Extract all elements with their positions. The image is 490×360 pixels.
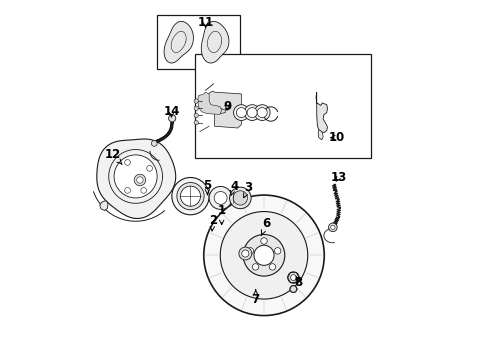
- Circle shape: [274, 248, 281, 254]
- Polygon shape: [97, 139, 176, 219]
- Circle shape: [257, 108, 267, 118]
- Circle shape: [290, 285, 297, 293]
- Text: 3: 3: [244, 181, 253, 198]
- Circle shape: [233, 191, 247, 205]
- Polygon shape: [164, 21, 194, 63]
- Circle shape: [242, 250, 249, 257]
- Circle shape: [180, 186, 200, 206]
- Polygon shape: [318, 130, 323, 140]
- Text: 12: 12: [105, 148, 122, 164]
- Bar: [195, 54, 370, 158]
- Circle shape: [239, 247, 252, 260]
- Circle shape: [236, 108, 246, 118]
- Circle shape: [234, 105, 249, 121]
- Text: 11: 11: [197, 17, 214, 30]
- Text: 14: 14: [163, 105, 180, 118]
- Text: 10: 10: [328, 131, 344, 144]
- Circle shape: [151, 140, 157, 146]
- Circle shape: [252, 264, 259, 270]
- Text: 2: 2: [209, 214, 217, 231]
- Circle shape: [209, 186, 232, 210]
- Text: 8: 8: [294, 276, 303, 289]
- Circle shape: [114, 155, 157, 198]
- Text: 5: 5: [203, 179, 212, 195]
- Circle shape: [172, 177, 209, 215]
- Circle shape: [147, 166, 152, 171]
- Circle shape: [194, 113, 198, 118]
- Circle shape: [261, 238, 267, 244]
- Polygon shape: [205, 91, 242, 128]
- Circle shape: [243, 234, 285, 276]
- Circle shape: [177, 183, 204, 210]
- Circle shape: [214, 192, 227, 204]
- Polygon shape: [201, 21, 229, 63]
- Circle shape: [245, 105, 260, 121]
- Circle shape: [220, 212, 308, 299]
- Circle shape: [137, 177, 143, 183]
- Circle shape: [124, 159, 130, 165]
- Circle shape: [194, 121, 198, 125]
- Circle shape: [291, 275, 296, 280]
- Text: 9: 9: [223, 100, 231, 113]
- Text: 13: 13: [331, 171, 347, 184]
- Circle shape: [124, 188, 130, 193]
- Circle shape: [329, 223, 337, 231]
- Circle shape: [254, 105, 270, 121]
- Circle shape: [134, 174, 146, 186]
- Polygon shape: [197, 92, 221, 114]
- Circle shape: [331, 225, 335, 229]
- Circle shape: [194, 106, 198, 111]
- Circle shape: [230, 187, 251, 209]
- Circle shape: [141, 188, 147, 193]
- Circle shape: [169, 115, 176, 122]
- Circle shape: [288, 272, 299, 283]
- Text: 1: 1: [218, 204, 226, 225]
- Polygon shape: [316, 92, 327, 133]
- Circle shape: [254, 245, 274, 265]
- Circle shape: [247, 108, 257, 118]
- Text: 6: 6: [261, 217, 270, 235]
- Circle shape: [247, 248, 254, 254]
- Text: 7: 7: [252, 290, 260, 306]
- Circle shape: [269, 264, 276, 270]
- Text: 4: 4: [230, 180, 238, 196]
- Bar: [157, 15, 240, 69]
- Circle shape: [194, 99, 198, 103]
- Circle shape: [204, 195, 324, 316]
- Polygon shape: [100, 201, 108, 211]
